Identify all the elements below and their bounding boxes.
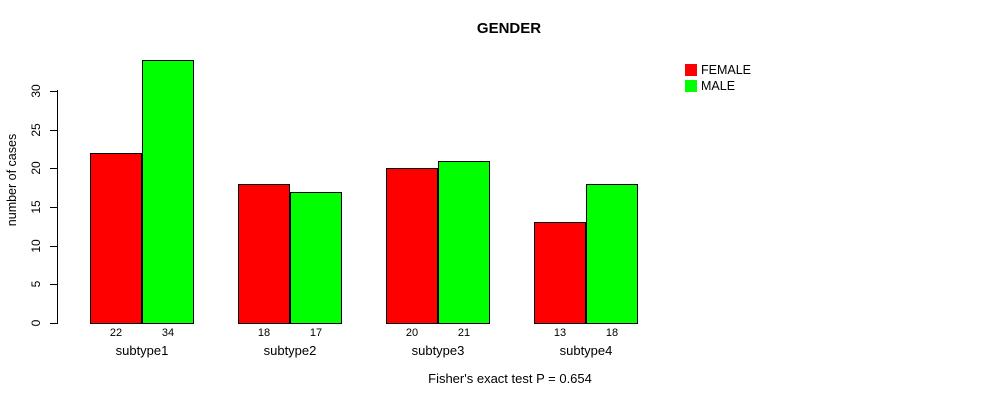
bar-value-label: 22: [109, 327, 123, 339]
legend-item-female: FEMALE: [685, 62, 751, 78]
y-axis-line: [57, 90, 58, 324]
male-color-swatch: [685, 80, 697, 92]
x-category-label: subtype4: [559, 343, 613, 358]
y-axis-tick: [50, 245, 57, 247]
bar-female-subtype2: [238, 183, 290, 324]
x-category-label: subtype2: [263, 343, 317, 358]
legend: FEMALE MALE: [685, 62, 751, 94]
y-axis-tick: [50, 168, 57, 170]
bar-male-subtype1: [142, 60, 194, 324]
y-axis-tick-label: 10: [29, 238, 43, 253]
y-axis-label: number of cases: [5, 133, 19, 227]
x-category-label: subtype1: [115, 343, 169, 358]
y-axis-tick-label: 0: [29, 319, 43, 327]
y-axis-tick-label: 20: [29, 161, 43, 176]
bar-female-subtype1: [90, 152, 142, 324]
y-axis-tick-label: 25: [29, 122, 43, 137]
legend-item-male: MALE: [685, 78, 751, 94]
x-category-label: subtype3: [411, 343, 465, 358]
bar-value-label: 17: [309, 327, 323, 339]
fisher-test-annotation: Fisher's exact test P = 0.654: [428, 371, 592, 386]
y-axis-tick-label: 30: [29, 84, 43, 98]
y-axis-tick-label: 5: [29, 280, 43, 288]
bar-value-label: 18: [605, 327, 619, 339]
y-axis-tick: [50, 284, 57, 286]
y-axis-tick: [50, 323, 57, 324]
bar-value-label: 34: [161, 327, 175, 339]
legend-label-male: MALE: [701, 78, 736, 93]
y-axis-tick: [50, 207, 57, 208]
y-axis-tick-label: 15: [29, 200, 43, 214]
bar-value-label: 20: [405, 327, 419, 339]
bar-female-subtype4: [534, 222, 586, 324]
bar-value-label: 13: [553, 327, 567, 339]
bar-female-subtype3: [386, 168, 438, 324]
y-axis-tick: [50, 129, 57, 131]
bar-male-subtype3: [438, 160, 490, 324]
bar-value-label: 18: [257, 327, 271, 339]
female-color-swatch: [685, 64, 697, 76]
chart-title: GENDER: [476, 20, 542, 37]
bar-male-subtype4: [586, 183, 638, 324]
bar-value-label: 21: [457, 327, 471, 339]
legend-label-female: FEMALE: [701, 62, 752, 77]
y-axis-tick: [50, 91, 57, 92]
bar-male-subtype2: [290, 191, 342, 324]
